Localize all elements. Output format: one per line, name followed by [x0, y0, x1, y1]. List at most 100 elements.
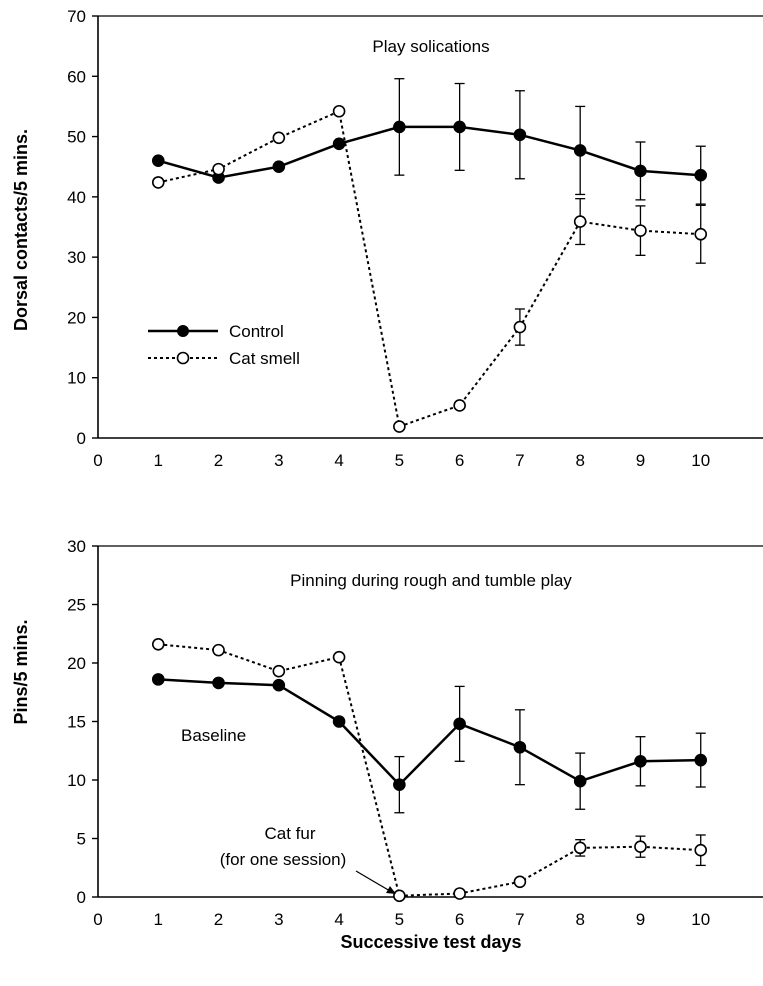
series-control: [151, 78, 708, 205]
x-tick-label: 1: [154, 451, 163, 470]
series-cat-smell: [151, 104, 708, 433]
data-point: [453, 717, 466, 731]
y-tick-label: 0: [77, 888, 86, 907]
panel-axes: 0 5 10 15 20 25 30 0 1 2 3 4 5 6 7 8 9 10: [67, 537, 763, 929]
data-point: [212, 643, 225, 657]
data-point: [573, 144, 587, 157]
series-control: [151, 673, 708, 814]
legend-cat-label: Cat smell: [229, 349, 300, 368]
x-tick-label: 0: [93, 451, 102, 470]
annotation-arrow-head: [386, 886, 396, 894]
data-point: [694, 168, 708, 182]
x-tick-label: 5: [395, 451, 404, 470]
y-tick-label: 50: [67, 128, 86, 147]
x-axis-label: Successive test days: [340, 932, 521, 952]
y-tick-label: 20: [67, 654, 86, 673]
x-tick-label: 3: [274, 451, 283, 470]
x-tick-label: 8: [575, 451, 584, 470]
data-point: [272, 131, 286, 145]
x-tick-label: 7: [515, 451, 524, 470]
cat-fur-annotation: Cat fur: [264, 824, 315, 843]
x-tick-label: 7: [515, 910, 524, 929]
x-tick-label: 9: [636, 451, 645, 470]
y-tick-label: 25: [67, 596, 86, 615]
series-cat-smell: [151, 637, 708, 903]
data-point: [694, 843, 708, 857]
data-point: [393, 420, 406, 433]
data-point: [513, 128, 527, 142]
panel-title: Pinning during rough and tumble play: [290, 571, 572, 590]
data-point: [634, 840, 647, 853]
data-point: [151, 673, 165, 686]
data-point: [573, 215, 587, 228]
x-tick-label: 10: [691, 910, 710, 929]
data-point: [332, 104, 346, 118]
y-tick-label: 30: [67, 248, 86, 267]
data-point: [332, 650, 346, 664]
data-point: [393, 778, 406, 791]
data-point: [634, 164, 647, 178]
x-tick-label: 10: [691, 451, 710, 470]
data-point: [212, 162, 225, 176]
y-axis-label: Pins/5 mins.: [11, 619, 31, 724]
panel-axes: 0 10 20 30 40 50 60 70 0 1 2 3 4 5 6 7 8 9 10: [67, 7, 763, 470]
data-point: [453, 120, 466, 134]
x-tick-label: 5: [395, 910, 404, 929]
data-point: [634, 754, 647, 768]
x-tick-label: 6: [455, 451, 464, 470]
y-tick-label: 30: [67, 537, 86, 556]
data-point: [272, 678, 286, 692]
x-tick-label: 2: [214, 910, 223, 929]
y-axis-label: Dorsal contacts/5 mins.: [11, 129, 31, 331]
y-tick-label: 10: [67, 369, 86, 388]
baseline-annotation: Baseline: [181, 726, 246, 745]
cat-fur-session-annotation: (for one session): [220, 850, 347, 869]
legend-control-marker: [177, 325, 189, 337]
y-tick-label: 0: [77, 429, 86, 448]
y-tick-label: 15: [67, 713, 86, 732]
data-point: [212, 676, 225, 690]
data-point: [332, 137, 346, 151]
x-tick-label: 1: [154, 910, 163, 929]
series-line: [158, 643, 701, 897]
data-point: [573, 841, 587, 855]
x-tick-label: 8: [575, 910, 584, 929]
data-point: [332, 715, 346, 728]
data-point: [272, 160, 286, 174]
y-tick-label: 60: [67, 67, 86, 86]
data-point: [513, 875, 527, 889]
x-tick-label: 4: [334, 451, 343, 470]
data-point: [151, 154, 165, 167]
data-point: [393, 889, 406, 903]
series-line: [158, 678, 701, 787]
legend-cat-marker: [176, 351, 190, 365]
panel-title: Play solications: [372, 37, 489, 56]
data-point: [272, 664, 286, 678]
data-point: [573, 774, 587, 788]
legend-control-label: Control: [229, 322, 284, 341]
series-line: [158, 109, 701, 428]
x-tick-label: 3: [274, 910, 283, 929]
data-point: [453, 399, 466, 412]
x-tick-label: 0: [93, 910, 102, 929]
y-tick-label: 5: [77, 830, 86, 849]
data-point: [151, 176, 165, 189]
data-point: [513, 740, 527, 754]
legend: Control Cat smell: [148, 322, 300, 368]
y-tick-label: 10: [67, 771, 86, 790]
x-tick-label: 2: [214, 451, 223, 470]
series-line: [157, 125, 701, 179]
data-point: [453, 887, 466, 900]
panel-play-solicitations: 0 10 20 30 40 50 60 70 0 1 2 3 4 5 6 7 8 9 10 Play solicat…: [11, 7, 763, 470]
x-tick-label: 6: [455, 910, 464, 929]
y-tick-label: 40: [67, 188, 86, 207]
annotation-arrow-line: [355, 870, 391, 892]
panel-pinning: 0 5 10 15 20 25 30 0 1 2 3 4 5 6 7 8 9 10 Pinning during …: [11, 537, 763, 929]
data-point: [151, 637, 165, 651]
data-point: [694, 227, 708, 241]
data-point: [694, 753, 708, 767]
data-point: [634, 224, 647, 237]
data-point: [513, 320, 527, 334]
data-point: [393, 120, 406, 134]
